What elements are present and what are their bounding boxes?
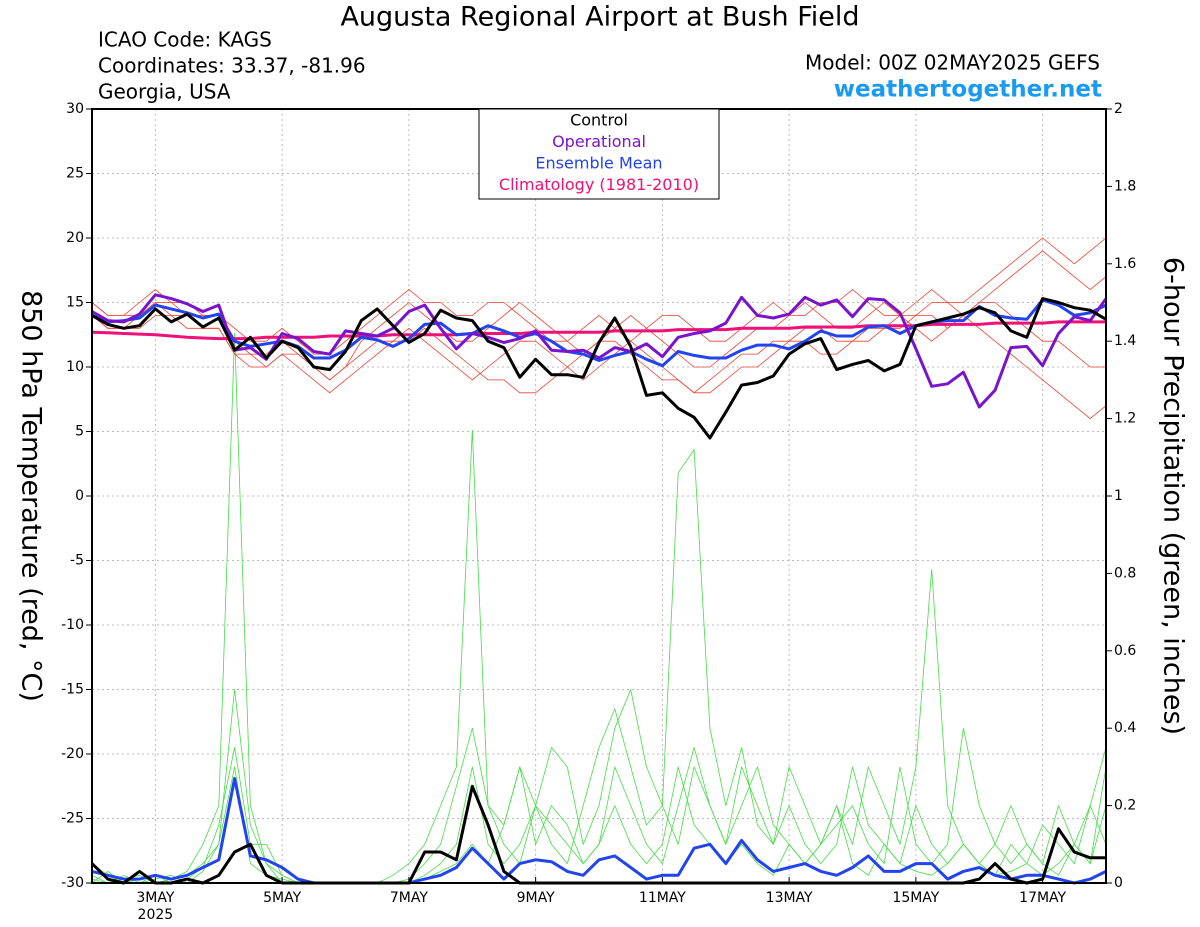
y2-tick-label: 1 <box>1114 488 1123 504</box>
y-tick-label: -20 <box>61 746 84 762</box>
y-tick-label: -5 <box>70 553 84 569</box>
member-line <box>91 777 1107 885</box>
info-line: Georgia, USA <box>98 80 231 104</box>
y2-tick-label: 0.2 <box>1114 798 1136 814</box>
y-tick-label: 20 <box>66 230 84 246</box>
y-tick-label: 25 <box>66 166 84 182</box>
site-name: weathertogether.net <box>834 77 1102 103</box>
member-line <box>91 429 1107 884</box>
y-tick-label: -15 <box>61 682 84 698</box>
y-tick-label: -10 <box>61 617 84 633</box>
y2-tick-label: 0.4 <box>1114 720 1136 736</box>
x-tick-label: 11MAY <box>639 890 686 906</box>
member-line <box>91 237 1107 355</box>
series-line <box>91 297 1107 440</box>
info-line: Coordinates: 33.37, -81.96 <box>98 54 366 78</box>
y-tick-label: 30 <box>66 101 84 117</box>
x-tick-label: 9MAY <box>517 890 555 906</box>
member-line <box>91 569 1107 884</box>
x-year-label: 2025 <box>138 907 174 923</box>
y2-tick-label: 1.8 <box>1114 178 1136 194</box>
y-tick-label: -25 <box>61 811 84 827</box>
x-tick-label: 15MAY <box>892 890 939 906</box>
y2-tick-label: 1.2 <box>1114 411 1136 427</box>
info-line: ICAO Code: KAGS <box>98 28 272 52</box>
y2-tick-label: 2 <box>1114 101 1123 117</box>
series-line <box>91 320 1106 341</box>
y-tick-label: -30 <box>61 875 84 891</box>
x-tick-label: 13MAY <box>766 890 813 906</box>
x-tick-label: 5MAY <box>263 890 301 906</box>
legend-entry: Ensemble Mean <box>535 154 662 173</box>
y2-tick-label: 1.4 <box>1114 333 1136 349</box>
legend: Control Operational Ensemble Mean Climatolo… <box>478 108 720 200</box>
y-tick-label: 15 <box>66 295 84 311</box>
member-line <box>91 302 1107 419</box>
y-tick-label: 5 <box>75 424 84 440</box>
y-tick-label: 10 <box>66 359 84 375</box>
chart-title: Augusta Regional Airport at Bush Field <box>340 2 859 33</box>
y-axis-label: 850 hPa Temperature (red, °C) <box>16 290 47 702</box>
y2-tick-label: 1.6 <box>1114 256 1136 272</box>
legend-box <box>478 108 720 200</box>
y-tick-label: 0 <box>75 488 84 504</box>
x-tick-label: 7MAY <box>390 890 428 906</box>
legend-entry: Control <box>570 111 628 130</box>
model-line: Model: 00Z 02MAY2025 GEFS <box>805 51 1100 75</box>
y2-tick-label: 0 <box>1114 875 1123 891</box>
y2-axis-label: 6-hour Precipitation (green, inches) <box>1158 257 1189 735</box>
legend-entry: Climatology (1981-2010) <box>499 175 699 194</box>
y2-tick-label: 0.6 <box>1114 643 1136 659</box>
member-line <box>91 449 1107 884</box>
x-tick-label: 17MAY <box>1019 890 1066 906</box>
series-line <box>91 293 1108 409</box>
y2-tick-label: 0.8 <box>1114 565 1136 581</box>
legend-entry: Operational <box>552 132 646 151</box>
x-tick-label: 3MAY <box>136 890 174 906</box>
